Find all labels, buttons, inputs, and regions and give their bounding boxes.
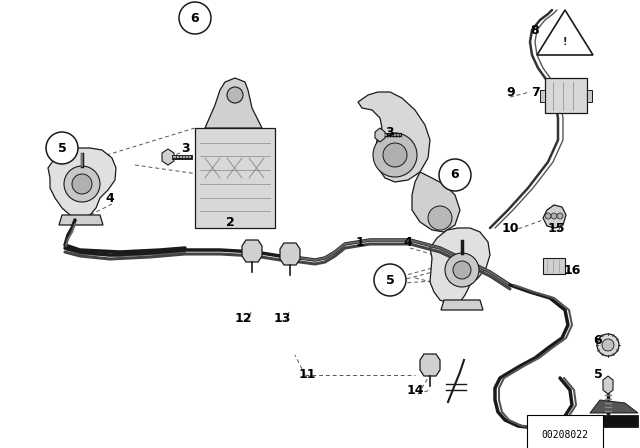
Circle shape [227,87,243,103]
Text: 7: 7 [531,86,540,99]
Circle shape [373,133,417,177]
Polygon shape [48,148,116,218]
Polygon shape [590,400,638,413]
Text: 3: 3 [386,126,394,139]
Polygon shape [412,172,460,232]
Bar [543,258,565,274]
Polygon shape [543,205,566,228]
Text: 12: 12 [234,311,252,324]
Polygon shape [280,243,300,265]
Text: 1: 1 [356,237,364,250]
Text: 3: 3 [180,142,189,155]
Polygon shape [441,300,483,310]
Text: 9: 9 [507,86,515,99]
Circle shape [602,339,614,351]
Bar [195,128,275,228]
Circle shape [545,213,551,219]
Polygon shape [59,215,103,225]
Text: 2: 2 [226,215,234,228]
Text: 6: 6 [451,168,460,181]
Polygon shape [375,128,385,142]
Polygon shape [205,78,262,128]
Polygon shape [242,240,262,262]
Circle shape [383,143,407,167]
Text: 5: 5 [58,142,67,155]
Text: 10: 10 [501,221,519,234]
Circle shape [453,261,471,279]
Bar [590,415,638,427]
Text: 13: 13 [273,311,291,324]
Polygon shape [420,354,440,376]
Bar [540,90,545,102]
Text: 6: 6 [191,12,199,25]
Bar [587,90,592,102]
Circle shape [445,253,479,287]
Text: 8: 8 [531,23,540,36]
Text: 5: 5 [594,369,602,382]
Circle shape [64,166,100,202]
Polygon shape [358,92,430,182]
Polygon shape [603,376,613,394]
Circle shape [428,206,452,230]
Circle shape [179,2,211,34]
Circle shape [597,334,619,356]
Text: 4: 4 [404,237,412,250]
Text: 15: 15 [547,221,564,234]
Text: 00208022: 00208022 [541,430,589,440]
Circle shape [439,159,471,191]
Text: 4: 4 [106,191,115,204]
Text: 16: 16 [563,263,580,276]
Text: 11: 11 [298,369,316,382]
Polygon shape [430,228,490,304]
Circle shape [46,132,78,164]
Text: 5: 5 [386,273,394,287]
Text: !: ! [563,37,567,47]
Circle shape [72,174,92,194]
Bar [545,78,587,113]
Circle shape [551,213,557,219]
Circle shape [557,213,563,219]
Polygon shape [162,149,174,165]
Text: 14: 14 [406,383,424,396]
Text: 6: 6 [594,333,602,346]
Circle shape [374,264,406,296]
